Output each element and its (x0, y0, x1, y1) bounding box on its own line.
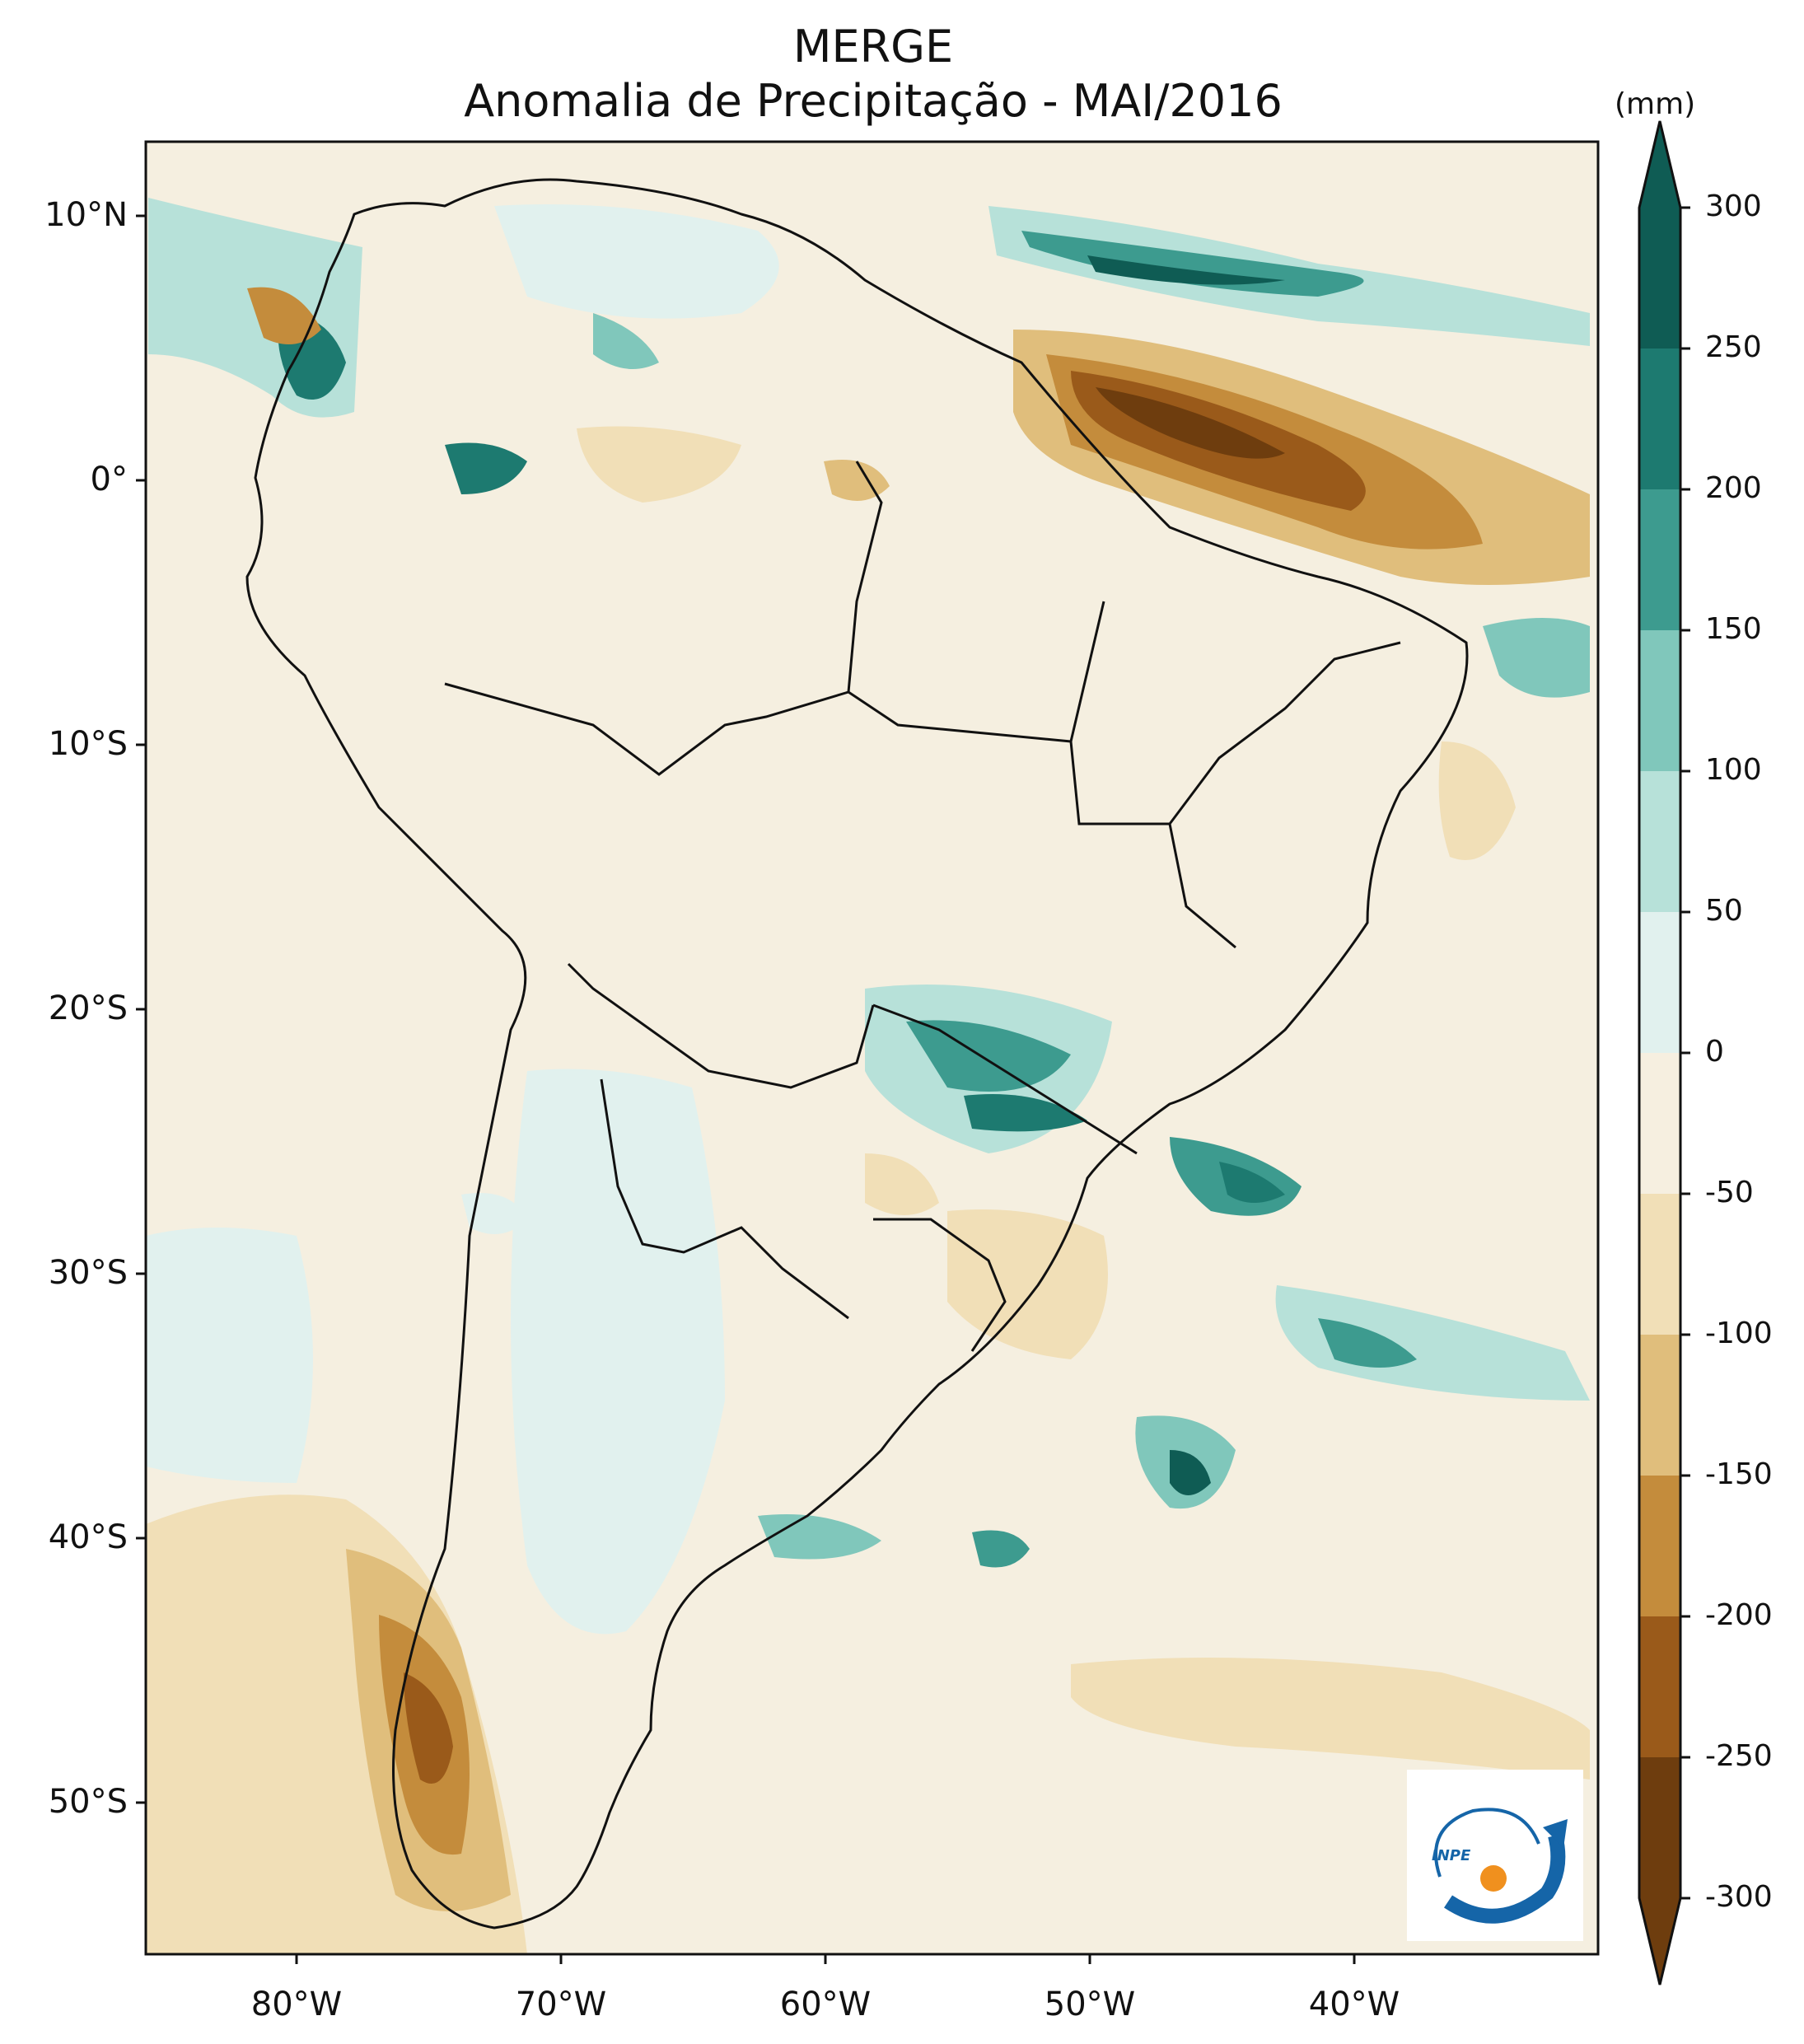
lat-label-40s: 40°S (48, 1518, 128, 1556)
colorbar-band (1639, 771, 1680, 912)
lat-label-0: 0° (90, 461, 128, 498)
inpe-logo-text: INPE (1432, 1847, 1471, 1864)
colorbar-band (1639, 348, 1680, 489)
inpe-logo-graphic (1434, 1808, 1568, 1924)
coastlines-and-borders (245, 178, 1469, 1929)
colorbar-arrow-bottom (1639, 1898, 1680, 1985)
colorbar-tick-label: -300 (1705, 1880, 1773, 1914)
map-border (144, 140, 1600, 1956)
colorbar-units: (mm) (1615, 87, 1696, 121)
colorbar-tick-label: 0 (1705, 1035, 1724, 1069)
map-title: MERGE (792, 21, 954, 72)
lat-label-50s: 50°S (48, 1783, 128, 1821)
colorbar-arrow-top (1639, 121, 1680, 208)
map-subtitle: Anomalia de Precipitação - MAI/2016 (464, 75, 1283, 127)
colorbar-tick-label: -150 (1705, 1457, 1773, 1491)
lat-label-10n: 10°N (44, 196, 128, 234)
lat-label-20s: 20°S (48, 989, 128, 1027)
lat-label-10s: 10°S (48, 725, 128, 763)
lon-label-80w: 80°W (250, 1986, 343, 2023)
lon-label-60w: 60°W (779, 1986, 872, 2023)
colorbar-band (1639, 1757, 1680, 1898)
colorbar-tick-label: -50 (1705, 1176, 1754, 1209)
colorbar-band (1639, 1053, 1680, 1194)
colorbar-band (1639, 912, 1680, 1053)
colorbar-tick-label: -200 (1705, 1598, 1773, 1632)
colorbar-tick-label: 150 (1705, 612, 1762, 646)
colorbar-bands (1638, 120, 1682, 1986)
weak-positive-areas (146, 1069, 725, 1635)
colorbar-band (1639, 1616, 1680, 1757)
colorbar-tick-label: 200 (1705, 471, 1762, 505)
axis-ticks (136, 214, 1356, 1964)
colorbar-band (1639, 208, 1680, 348)
lon-label-50w: 50°W (1044, 1986, 1136, 2023)
negative-anomaly-areas (146, 287, 1590, 1954)
colorbar-tick-label: 100 (1705, 753, 1762, 787)
colorbar-band (1639, 630, 1680, 771)
lon-label-40w: 40°W (1308, 1986, 1400, 2023)
colorbar-tick-label: -100 (1705, 1317, 1773, 1350)
colorbar-band (1639, 1194, 1680, 1335)
colorbar-band (1639, 1335, 1680, 1476)
colorbar-band (1639, 489, 1680, 630)
colorbar-tick-label: -250 (1705, 1739, 1773, 1773)
inpe-logo: INPE (1407, 1770, 1583, 1941)
colorbar-tick-label: 250 (1705, 330, 1762, 364)
lon-label-70w: 70°W (515, 1986, 607, 2023)
colorbar-tick-label: 300 (1705, 189, 1762, 223)
lat-label-30s: 30°S (48, 1254, 128, 1292)
colorbar-tick-label: 50 (1705, 894, 1743, 928)
colorbar-ticks (1680, 206, 1690, 1900)
colorbar-band (1639, 1476, 1680, 1616)
